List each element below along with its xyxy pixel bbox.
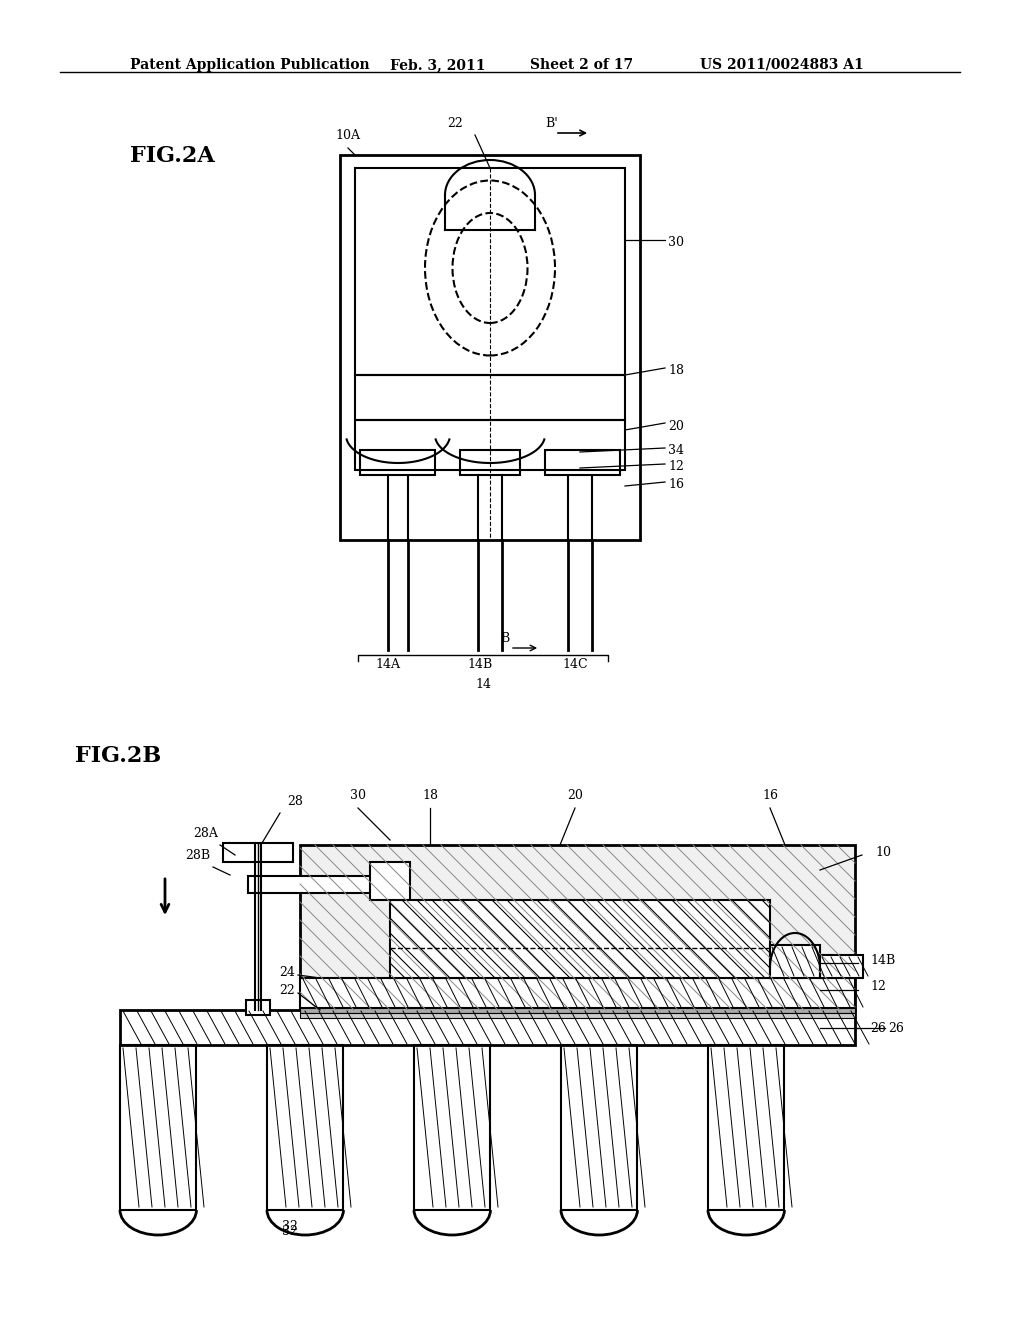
Text: 16: 16 [762,789,778,803]
Bar [120,1045,197,1210]
Bar [248,876,390,894]
Text: B: B [500,632,509,645]
Bar [460,450,520,475]
Bar [708,1045,784,1210]
Text: 16: 16 [668,479,684,491]
Text: Sheet 2 of 17: Sheet 2 of 17 [530,58,633,73]
Bar [820,954,863,978]
Text: 10A: 10A [335,129,360,143]
Text: FIG.2B: FIG.2B [75,744,161,767]
Text: 14C: 14C [562,657,588,671]
Text: FIG.2A: FIG.2A [130,145,215,168]
Text: 28: 28 [287,795,303,808]
Bar [300,845,855,1010]
Bar [355,168,625,375]
Text: 14B: 14B [870,953,895,966]
Text: US 2011/0024883 A1: US 2011/0024883 A1 [700,58,864,73]
Text: 30: 30 [668,236,684,249]
Text: 28B: 28B [185,849,210,862]
Text: 14: 14 [475,678,490,690]
Bar [355,420,625,470]
Text: 26: 26 [870,1022,886,1035]
Text: Feb. 3, 2011: Feb. 3, 2011 [390,58,485,73]
Bar [360,450,435,475]
Text: B': B' [545,117,558,129]
Text: 12: 12 [668,461,684,474]
Bar [300,978,855,1008]
Bar [223,843,293,862]
Text: 30: 30 [350,789,366,803]
Text: 20: 20 [668,420,684,433]
Bar [545,450,620,475]
Bar [300,1008,855,1012]
Text: 18: 18 [668,364,684,378]
Bar [246,1001,270,1015]
Bar [770,945,820,978]
Bar [355,375,625,420]
Text: 34: 34 [668,445,684,458]
Bar [120,1010,855,1045]
Text: 22: 22 [280,983,295,997]
Text: 12: 12 [870,979,886,993]
Text: Patent Application Publication: Patent Application Publication [130,58,370,73]
Bar [300,1012,855,1018]
Bar [390,900,770,978]
Bar [267,1045,343,1210]
Text: 24: 24 [280,965,295,978]
Text: 10: 10 [874,846,891,858]
Text: 32: 32 [282,1220,298,1233]
Text: 18: 18 [422,789,438,803]
Text: 22: 22 [447,117,463,129]
Text: 28A: 28A [194,828,218,840]
Bar [340,154,640,540]
Bar [370,862,410,900]
Bar [414,1045,490,1210]
Text: 14B: 14B [467,657,493,671]
Bar [561,1045,637,1210]
Text: 14A: 14A [376,657,400,671]
Text: 26: 26 [888,1022,904,1035]
Text: 20: 20 [567,789,583,803]
Text: 32: 32 [282,1225,298,1238]
